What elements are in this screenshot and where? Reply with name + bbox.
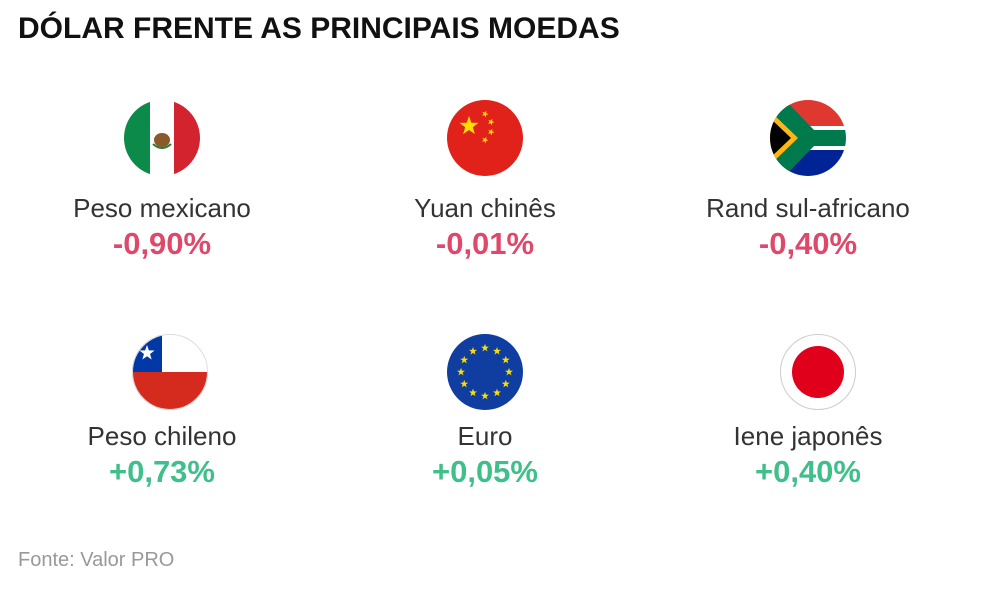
currency-name: Rand sul-africano <box>706 193 910 223</box>
star <box>501 355 510 364</box>
flag-chile <box>132 334 208 410</box>
title: DÓLAR FRENTE AS PRINCIPAIS MOEDAS <box>18 11 620 45</box>
star <box>460 379 469 388</box>
star <box>501 379 510 388</box>
currency-change: -0,40% <box>759 226 857 261</box>
currency-name: Iene japonês <box>734 421 883 451</box>
flag-eu <box>447 334 523 410</box>
currency-name: Yuan chinês <box>414 193 556 223</box>
star <box>482 110 489 118</box>
currency-change: +0,05% <box>432 454 538 489</box>
star <box>493 347 501 355</box>
star <box>481 343 489 352</box>
star <box>481 391 489 400</box>
star <box>469 347 477 355</box>
star <box>493 388 501 397</box>
flag-china <box>447 100 523 176</box>
currency-change: -0,01% <box>436 226 534 261</box>
star <box>457 367 465 376</box>
currency-change: +0,40% <box>755 454 861 489</box>
currency-name: Peso chileno <box>88 421 237 451</box>
flag-mexico <box>124 100 200 176</box>
star <box>488 128 495 136</box>
star <box>469 388 477 397</box>
currency-name: Euro <box>458 421 513 451</box>
star <box>460 355 469 364</box>
star <box>505 367 513 376</box>
currency-change: +0,73% <box>109 454 215 489</box>
flag-south-africa <box>770 100 846 176</box>
star <box>488 118 495 126</box>
currency-change: -0,90% <box>113 226 211 261</box>
star <box>482 136 489 144</box>
star <box>139 345 155 360</box>
flag-japan <box>780 334 856 410</box>
star <box>459 116 479 135</box>
currency-name: Peso mexicano <box>73 193 251 223</box>
source: Fonte: Valor PRO <box>18 549 174 571</box>
